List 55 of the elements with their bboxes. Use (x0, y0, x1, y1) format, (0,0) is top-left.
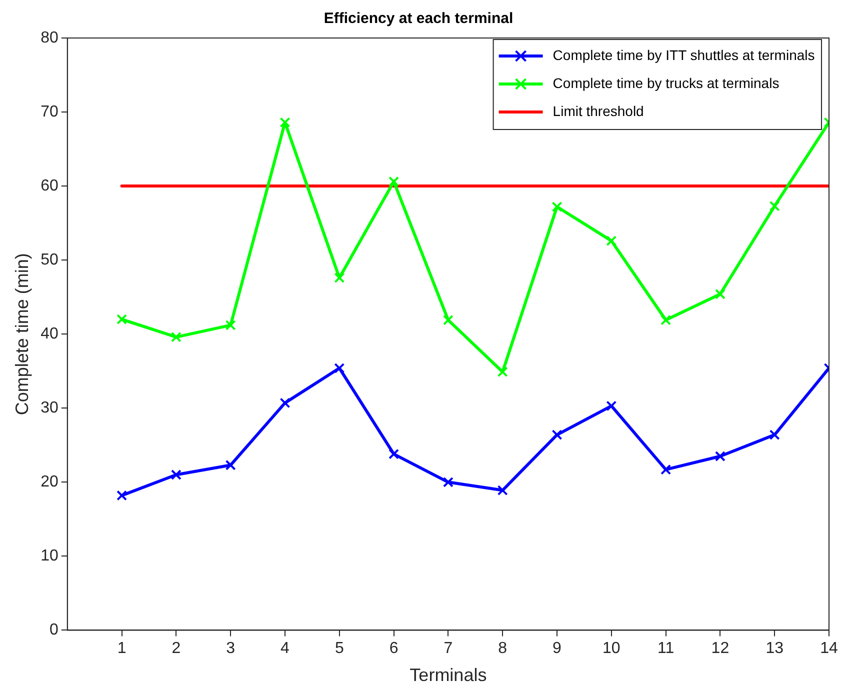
point (714, 288, 726, 300)
y-tick-label: 10 (40, 548, 58, 565)
point (497, 366, 508, 378)
y-axis-title: Complete time (min) (12, 253, 32, 416)
y-tick-label: 60 (40, 177, 58, 194)
x-tick-label: 11 (657, 640, 674, 658)
point (280, 398, 290, 408)
point (170, 470, 182, 480)
x-tick-label: 10 (602, 640, 620, 658)
point (388, 448, 400, 460)
point (334, 362, 345, 374)
point (442, 314, 454, 326)
point (606, 400, 617, 412)
y-tick-label: 70 (40, 103, 58, 120)
chart-title: Efficiency at each terminal (324, 10, 514, 28)
x-tick-label: 14 (820, 640, 838, 658)
point (388, 176, 400, 187)
point (769, 430, 780, 440)
point (497, 485, 508, 496)
point (714, 451, 726, 462)
y-tick-label: 20 (40, 474, 58, 491)
x-tick-label: 1 (117, 640, 126, 658)
point (660, 314, 672, 326)
point (606, 236, 617, 246)
legend-label: Complete time by trucks at terminals (552, 74, 780, 91)
x-axis-title: Terminals (410, 665, 487, 686)
y-tick-label: 80 (40, 29, 58, 46)
point (552, 202, 562, 212)
y-tick-label: 0 (49, 622, 58, 639)
point (660, 464, 672, 475)
x-tick-label: 5 (334, 640, 344, 658)
point (334, 272, 345, 284)
point (225, 320, 236, 330)
point (116, 314, 128, 325)
point (769, 200, 780, 212)
x-tick-label: 6 (389, 640, 398, 658)
y-tick-label: 50 (40, 251, 58, 268)
point (552, 430, 562, 440)
x-tick-label: 4 (280, 640, 290, 658)
point (225, 460, 236, 470)
point (442, 476, 454, 488)
y-tick-label: 30 (40, 400, 58, 417)
point (170, 332, 182, 342)
x-tick-label: 7 (444, 640, 453, 658)
x-tick-label: 8 (498, 640, 508, 658)
legend-label: Complete time by ITT shuttles at terminals (552, 46, 815, 63)
y-tick-label: 40 (40, 326, 58, 343)
point (116, 490, 128, 501)
legend-label: Limit threshold (552, 102, 644, 119)
x-tick-label: 12 (711, 640, 730, 658)
x-tick-label: 3 (226, 640, 236, 658)
point (280, 117, 290, 128)
x-tick-label: 2 (172, 640, 181, 658)
x-tick-label: 13 (766, 640, 784, 658)
x-tick-label: 9 (552, 640, 562, 658)
